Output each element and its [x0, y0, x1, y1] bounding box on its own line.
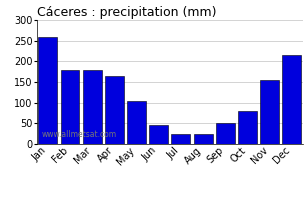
Bar: [61, 70, 80, 144]
Bar: [171, 134, 190, 144]
Bar: [238, 111, 257, 144]
Bar: [216, 123, 235, 144]
Text: Cáceres : precipitation (mm): Cáceres : precipitation (mm): [37, 6, 216, 19]
Bar: [282, 55, 301, 144]
Bar: [260, 80, 279, 144]
Text: www.allmetsat.com: www.allmetsat.com: [42, 130, 117, 139]
Bar: [83, 70, 102, 144]
Bar: [127, 101, 146, 144]
Bar: [194, 134, 213, 144]
Bar: [105, 76, 124, 144]
Bar: [38, 37, 57, 144]
Bar: [149, 125, 168, 144]
